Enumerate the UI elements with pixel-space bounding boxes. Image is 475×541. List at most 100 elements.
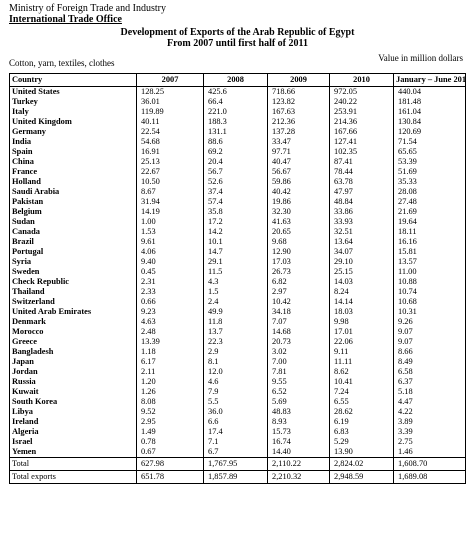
table-row: India 54.68 88.6 33.47 127.41 71.54 [9, 137, 466, 147]
value-cell: 2.48 [136, 327, 204, 337]
value-cell: 17.03 [267, 257, 330, 267]
table-row: Kuwait 1.26 7.9 6.52 7.24 5.18 [9, 387, 466, 397]
country-cell: Brazil [9, 237, 137, 247]
value-cell: 20.4 [203, 157, 268, 167]
value-cell: 18.11 [393, 227, 466, 237]
table-row: Sweden 0.45 11.5 26.73 25.15 11.00 [9, 267, 466, 277]
value-cell: 7.24 [329, 387, 394, 397]
country-cell: Germany [9, 127, 137, 137]
value-cell: 65.65 [393, 147, 466, 157]
country-cell: Total [9, 457, 137, 471]
value-cell: 240.22 [329, 97, 394, 107]
value-cell: 1.49 [136, 427, 204, 437]
value-cell: 11.11 [329, 357, 394, 367]
country-cell: Yemen [9, 447, 137, 458]
value-cell: 9.40 [136, 257, 204, 267]
country-cell: Belgium [9, 207, 137, 217]
country-cell: Morocco [9, 327, 137, 337]
country-cell: Jordan [9, 367, 137, 377]
value-cell: 16.91 [136, 147, 204, 157]
country-cell: Algeria [9, 427, 137, 437]
category-label: Cotton, yarn, textiles, clothes [9, 58, 115, 68]
value-cell: 15.81 [393, 247, 466, 257]
value-cell: 9.55 [267, 377, 330, 387]
value-cell: 21.69 [393, 207, 466, 217]
value-cell: 11.00 [393, 267, 466, 277]
country-cell: India [9, 137, 137, 147]
value-cell: 6.58 [393, 367, 466, 377]
value-cell: 14.19 [136, 207, 204, 217]
table-row: Holland 10.50 52.6 59.86 63.78 35.33 [9, 177, 466, 187]
value-cell: 0.67 [136, 447, 204, 458]
value-cell: 14.14 [329, 297, 394, 307]
value-cell: 10.31 [393, 307, 466, 317]
country-cell: Bangladesh [9, 347, 137, 357]
value-cell: 22.06 [329, 337, 394, 347]
country-cell: Pakistan [9, 197, 137, 207]
value-cell: 128.25 [136, 86, 204, 97]
value-cell: 13.64 [329, 237, 394, 247]
country-cell: Spain [9, 147, 137, 157]
table-row: Sudan 1.00 17.2 41.63 33.93 19.64 [9, 217, 466, 227]
country-cell: Ireland [9, 417, 137, 427]
column-header-2010: 2010 [329, 73, 394, 87]
value-cell: 214.36 [329, 117, 394, 127]
value-cell: 36.0 [203, 407, 268, 417]
value-cell: 2.11 [136, 367, 204, 377]
value-cell: 1.20 [136, 377, 204, 387]
value-cell: 6.7 [203, 447, 268, 458]
value-cell: 6.82 [267, 277, 330, 287]
value-cell: 66.4 [203, 97, 268, 107]
value-cell: 1,857.89 [203, 470, 268, 484]
value-cell: 8.49 [393, 357, 466, 367]
value-cell: 40.42 [267, 187, 330, 197]
table-row: United States 128.25 425.6 718.66 972.05 440.… [9, 86, 466, 97]
table-row: Algeria 1.49 17.4 15.73 6.83 3.39 [9, 427, 466, 437]
country-cell: Turkey [9, 97, 137, 107]
value-cell: 4.3 [203, 277, 268, 287]
value-cell: 4.47 [393, 397, 466, 407]
value-cell: 3.02 [267, 347, 330, 357]
value-cell: 69.2 [203, 147, 268, 157]
value-cell: 6.55 [329, 397, 394, 407]
country-cell: United Kingdom [9, 117, 137, 127]
value-cell: 9.07 [393, 337, 466, 347]
country-cell: United Arab Emirates [9, 307, 137, 317]
value-cell: 16.16 [393, 237, 466, 247]
value-cell: 20.65 [267, 227, 330, 237]
value-cell: 22.3 [203, 337, 268, 347]
value-cell: 48.83 [267, 407, 330, 417]
value-cell: 28.62 [329, 407, 394, 417]
table-row: Denmark 4.63 11.8 7.07 9.98 9.26 [9, 317, 466, 327]
country-cell: Japan [9, 357, 137, 367]
value-cell: 41.63 [267, 217, 330, 227]
value-cell: 2.4 [203, 297, 268, 307]
value-cell: 78.44 [329, 167, 394, 177]
table-row: Jordan 2.11 12.0 7.81 8.62 6.58 [9, 367, 466, 377]
table-row: Bangladesh 1.18 2.9 3.02 9.11 8.66 [9, 347, 466, 357]
country-cell: Denmark [9, 317, 137, 327]
value-cell: 6.37 [393, 377, 466, 387]
value-cell: 1.53 [136, 227, 204, 237]
value-cell: 119.89 [136, 107, 204, 117]
value-cell: 10.68 [393, 297, 466, 307]
value-cell: 48.84 [329, 197, 394, 207]
value-cell: 212.36 [267, 117, 330, 127]
ministry-name: Ministry of Foreign Trade and Industry [9, 3, 166, 14]
value-cell: 12.0 [203, 367, 268, 377]
value-cell: 718.66 [267, 86, 330, 97]
value-cell: 6.83 [329, 427, 394, 437]
value-cell: 34.07 [329, 247, 394, 257]
value-cell: 2.97 [267, 287, 330, 297]
value-cell: 18.03 [329, 307, 394, 317]
value-cell: 6.17 [136, 357, 204, 367]
table-row: France 22.67 56.7 56.67 78.44 51.69 [9, 167, 466, 177]
value-cell: 4.06 [136, 247, 204, 257]
document-title: Development of Exports of the Arab Repub… [120, 27, 355, 38]
value-cell: 8.66 [393, 347, 466, 357]
value-cell: 36.01 [136, 97, 204, 107]
value-cell: 1.18 [136, 347, 204, 357]
value-cell: 161.04 [393, 107, 466, 117]
country-cell: Greece [9, 337, 137, 347]
country-cell: China [9, 157, 137, 167]
